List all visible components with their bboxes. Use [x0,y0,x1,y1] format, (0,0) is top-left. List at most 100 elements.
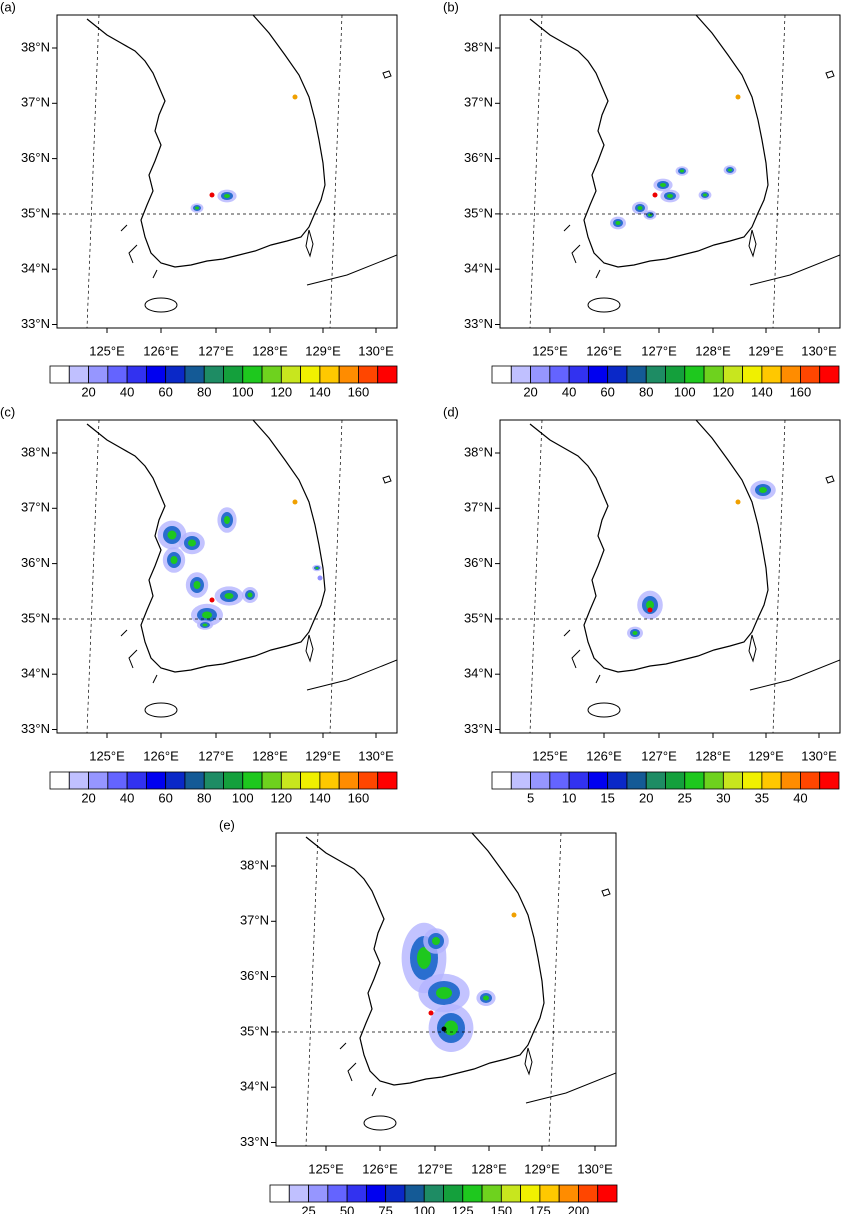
field-blob-core [615,221,621,225]
colorbar-box [280,365,302,384]
colorbar-box [126,365,147,384]
lat-label: 34°N [464,261,493,276]
colorbar-box [645,771,666,790]
lon-label: 130°E [801,343,837,358]
lon-label: 127°E [198,343,234,358]
colorbar-box [443,1184,464,1203]
panel-label: (b) [443,0,459,14]
map-panel: (d) 38°N 37°N 36°N 35°N 34°N 33°N 125°E 126°E 127… [443,404,841,763]
colorbar-box [288,1184,309,1203]
field-blob-core [193,581,201,589]
colorbar-box [819,365,840,384]
field-blob-core [637,206,643,210]
colorbar-box [338,771,359,790]
colorbar-box [684,365,705,384]
lat-label: 33°N [464,316,493,331]
colorbar-box [49,771,70,790]
field-blob-core [224,194,230,198]
field-blob-core [436,987,452,999]
station-marker [428,1010,434,1016]
colorbar: 5 10 15 20 25 30 35 40 [491,771,840,805]
field-blob-core [224,516,230,524]
lat-label: 33°N [240,1134,269,1149]
colorbar-box [587,365,609,384]
field-blob-core [444,1020,458,1036]
colorbar-box [800,365,821,384]
field-blob-core [315,567,319,569]
colorbar-tick-label: 5 [527,790,534,805]
lat-label: 37°N [464,95,493,110]
colorbar-box [165,771,186,790]
colorbar-tick-label: 60 [158,790,172,805]
colorbar-box [568,365,589,384]
colorbar-box [145,771,167,790]
lon-label: 128°E [695,748,731,763]
lon-label: 130°E [358,748,394,763]
field-blob-core [667,194,673,198]
colorbar-tick-label: 160 [348,384,370,399]
colorbar-box [703,771,724,790]
lon-label: 129°E [748,748,784,763]
lon-label: 127°E [641,343,677,358]
panel-label: (a) [0,0,16,14]
station-marker [647,607,653,613]
colorbar-box [665,771,686,790]
colorbar-box [520,1184,541,1203]
colorbar-tick-label: 20 [523,384,537,399]
colorbar-box [365,1184,387,1203]
station-marker [735,94,741,100]
colorbar-box [184,365,205,384]
station-marker [735,499,741,505]
meridian [86,15,100,328]
lat-label: 34°N [464,666,493,681]
lat-label: 38°N [464,39,493,54]
lat-label: 36°N [21,555,50,570]
meridian [529,15,543,328]
colorbar-box [568,771,589,790]
lon-label: 126°E [362,1161,398,1176]
colorbar-box [578,1184,599,1203]
colorbar-box [184,771,205,790]
meridian [305,833,319,1146]
colorbar-box [223,365,244,384]
meridian [772,15,786,328]
lon-label: 126°E [143,343,179,358]
colorbar-box [358,365,379,384]
colorbar-tick-label: 20 [81,384,95,399]
colorbar-tick-label: 160 [348,790,370,805]
colorbar-tick-label: 125 [452,1203,474,1214]
lon-label: 129°E [748,343,784,358]
colorbar-box [203,365,224,384]
colorbar-box [549,771,570,790]
colorbar-tick-label: 120 [270,384,292,399]
lat-label: 38°N [240,857,269,872]
colorbar-tick-label: 25 [678,790,692,805]
field-blob-core [202,623,208,627]
colorbar-box [338,365,359,384]
colorbar-box [510,365,531,384]
lat-label: 33°N [21,316,50,331]
map-panel: (e) 38°N 37°N 36°N 35°N 34°N 33°N 125°E 126°E 127… [219,817,617,1176]
field-blob-core [170,556,178,564]
station-marker [441,1026,447,1032]
colorbar-box [126,771,147,790]
lat-label: 36°N [240,968,269,983]
lon-label: 125°E [532,748,568,763]
colorbar-box [165,365,186,384]
colorbar-box [626,365,647,384]
colorbar-tick-label: 40 [120,790,134,805]
map-frame [56,419,398,734]
lat-label: 36°N [464,150,493,165]
colorbar-box [377,771,398,790]
lon-label: 130°E [801,748,837,763]
lat-label: 37°N [21,500,50,515]
colorbar-box [597,1184,618,1203]
colorbar-box [761,365,782,384]
colorbar-tick-label: 80 [197,790,211,805]
colorbar-box [242,365,263,384]
lon-label: 129°E [524,1161,560,1176]
lon-label: 126°E [586,343,622,358]
colorbar-box [261,365,282,384]
